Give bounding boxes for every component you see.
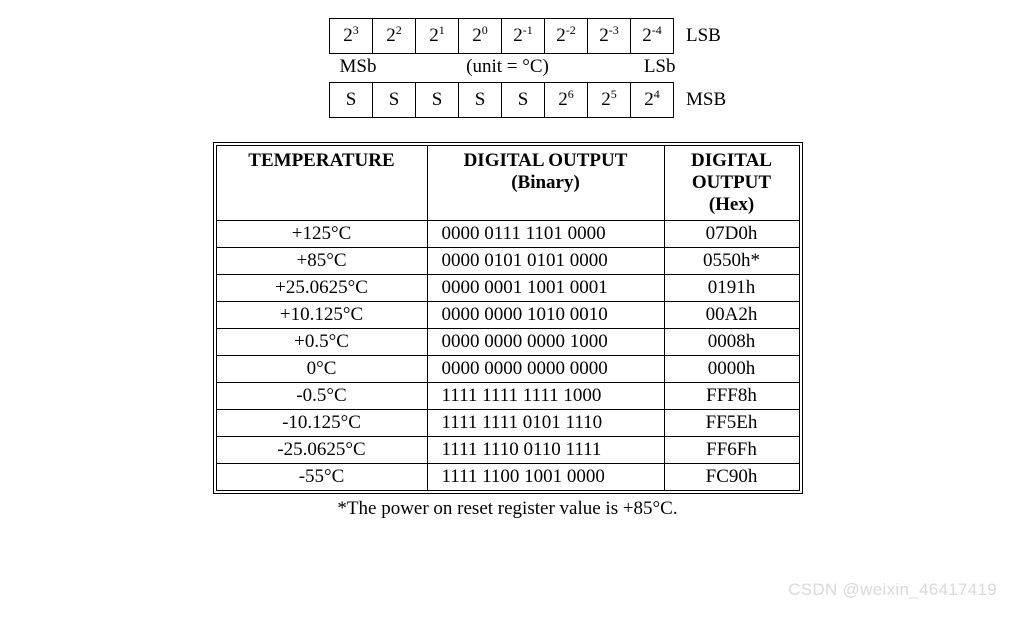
bit-cell: 2-3: [588, 19, 631, 53]
bit-row-msb: SSSSS262524 MSB: [0, 82, 1015, 118]
watermark: CSDN @weixin_46417419: [788, 580, 997, 600]
cell-temperature: -25.0625°C: [217, 437, 428, 464]
header-hex-line2: OUTPUT: [692, 172, 771, 193]
header-binary: DIGITAL OUTPUT (Binary): [428, 146, 665, 221]
bit-cell: 2-2: [545, 19, 588, 53]
bit-cell: 22: [373, 19, 416, 53]
lsb-side-label: LSB: [674, 25, 742, 47]
table-row: -25.0625°C1111 1110 0110 1111FF6Fh: [217, 437, 799, 464]
header-binary-line1: DIGITAL OUTPUT: [464, 150, 628, 171]
footnote: *The power on reset register value is +8…: [0, 498, 1015, 520]
cell-binary: 0000 0000 1010 0010: [428, 302, 665, 329]
table-row: 0°C0000 0000 0000 00000000h: [217, 356, 799, 383]
table-row: -0.5°C1111 1111 1111 1000FFF8h: [217, 383, 799, 410]
cell-temperature: +85°C: [217, 248, 428, 275]
cell-hex: FFF8h: [665, 383, 799, 410]
bit-row-lsb: 232221202-12-22-32-4 LSB: [0, 18, 1015, 54]
cell-hex: FF5Eh: [665, 410, 799, 437]
table-header-row: TEMPERATURE DIGITAL OUTPUT (Binary) DIGI…: [217, 146, 799, 221]
cell-temperature: +0.5°C: [217, 329, 428, 356]
table-row: +85°C0000 0101 0101 00000550h*: [217, 248, 799, 275]
bit-legend-row: MSb (unit = °C) LSb: [0, 56, 1015, 78]
header-hex: DIGITAL OUTPUT (Hex): [665, 146, 799, 221]
cell-hex: 07D0h: [665, 221, 799, 248]
table-row: +125°C0000 0111 1101 000007D0h: [217, 221, 799, 248]
cell-temperature: -55°C: [217, 464, 428, 490]
cell-temperature: -10.125°C: [217, 410, 428, 437]
header-temperature-text: TEMPERATURE: [248, 150, 394, 171]
header-hex-line3: (Hex): [709, 194, 754, 215]
cell-binary: 1111 1110 0110 1111: [428, 437, 665, 464]
cell-binary: 0000 0000 0000 0000: [428, 356, 665, 383]
temperature-table: TEMPERATURE DIGITAL OUTPUT (Binary) DIGI…: [213, 142, 803, 494]
cell-hex: 00A2h: [665, 302, 799, 329]
bit-cell: S: [373, 83, 416, 117]
table-row: +10.125°C0000 0000 1010 001000A2h: [217, 302, 799, 329]
cell-binary: 0000 0111 1101 0000: [428, 221, 665, 248]
bit-cell: S: [330, 83, 373, 117]
cell-temperature: +25.0625°C: [217, 275, 428, 302]
table-row: +25.0625°C0000 0001 1001 00010191h: [217, 275, 799, 302]
cell-hex: FF6Fh: [665, 437, 799, 464]
bit-cell: S: [459, 83, 502, 117]
cell-hex: 0550h*: [665, 248, 799, 275]
bit-cell: 20: [459, 19, 502, 53]
table-row: -10.125°C1111 1111 0101 1110FF5Eh: [217, 410, 799, 437]
bit-cell: 21: [416, 19, 459, 53]
cell-binary: 0000 0101 0101 0000: [428, 248, 665, 275]
header-hex-line1: DIGITAL: [691, 150, 772, 171]
cell-hex: FC90h: [665, 464, 799, 490]
bit-cells-msb: SSSSS262524: [329, 82, 674, 118]
cell-hex: 0008h: [665, 329, 799, 356]
cell-temperature: +10.125°C: [217, 302, 428, 329]
header-temperature: TEMPERATURE: [217, 146, 428, 221]
bit-cell: 26: [545, 83, 588, 117]
bit-cell: S: [416, 83, 459, 117]
cell-binary: 1111 1111 1111 1000: [428, 383, 665, 410]
cell-binary: 1111 1100 1001 0000: [428, 464, 665, 490]
msb-label: MSb: [340, 56, 412, 78]
cell-temperature: -0.5°C: [217, 383, 428, 410]
header-binary-line2: (Binary): [511, 172, 580, 193]
cell-temperature: +125°C: [217, 221, 428, 248]
lsb-label: LSb: [604, 56, 676, 78]
cell-hex: 0000h: [665, 356, 799, 383]
cell-binary: 0000 0000 0000 1000: [428, 329, 665, 356]
unit-label: (unit = °C): [412, 56, 604, 78]
table-row: +0.5°C0000 0000 0000 10000008h: [217, 329, 799, 356]
table-row: -55°C1111 1100 1001 0000FC90h: [217, 464, 799, 490]
bit-cell: 23: [330, 19, 373, 53]
cell-hex: 0191h: [665, 275, 799, 302]
cell-binary: 0000 0001 1001 0001: [428, 275, 665, 302]
bit-cell: 2-1: [502, 19, 545, 53]
cell-temperature: 0°C: [217, 356, 428, 383]
msb-side-label: MSB: [674, 89, 742, 111]
bit-cell: S: [502, 83, 545, 117]
bit-cell: 2-4: [631, 19, 673, 53]
bit-cells-lsb: 232221202-12-22-32-4: [329, 18, 674, 54]
bit-cell: 25: [588, 83, 631, 117]
cell-binary: 1111 1111 0101 1110: [428, 410, 665, 437]
bit-cell: 24: [631, 83, 673, 117]
